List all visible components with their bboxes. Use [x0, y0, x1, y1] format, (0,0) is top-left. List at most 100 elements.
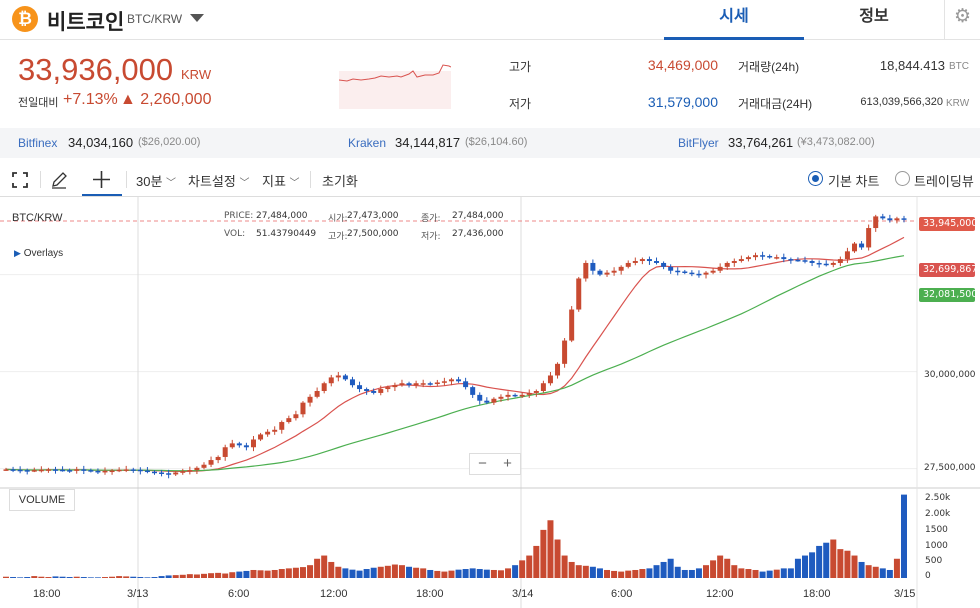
volume-bar [292, 567, 299, 578]
volume-bar [59, 576, 66, 578]
volume-bar [144, 577, 151, 578]
basic-chart-label[interactable]: 기본 차트 [828, 174, 880, 189]
volume-bar [604, 569, 611, 578]
exchange-name[interactable]: Bitfinex [18, 136, 58, 150]
candle-body [604, 272, 610, 275]
tab-info[interactable]: 정보 [859, 8, 889, 25]
candle-body [180, 471, 186, 473]
coin-name[interactable]: 비트코인 [47, 11, 125, 34]
volume-bar [80, 577, 87, 578]
candle-body [123, 469, 129, 471]
volume-bar [398, 565, 405, 578]
volume-bar [596, 568, 603, 578]
triangle-right-icon: ▶ [14, 248, 21, 258]
ma-green-tag: 32,081,500 [919, 288, 977, 302]
volume-button[interactable]: VOLUME [9, 489, 75, 511]
candle-body [151, 471, 157, 474]
volume-bar [222, 573, 229, 578]
volume-bar [307, 565, 314, 578]
candle-body [788, 259, 794, 261]
volume-bar [872, 566, 879, 578]
volume-bar [745, 569, 752, 578]
candle-body [540, 383, 546, 391]
volume-bar [886, 569, 893, 578]
candle-body [392, 385, 398, 388]
trade-value-unit: KRW [946, 98, 970, 109]
basic-chart-radio[interactable] [808, 171, 823, 186]
candle-body [258, 434, 264, 440]
volume-bar [208, 573, 215, 578]
candle-body [88, 470, 94, 472]
volume-bar [441, 571, 448, 578]
candle-body [717, 266, 723, 271]
crosshair-tool[interactable] [82, 162, 122, 196]
chevron-down-icon[interactable] [190, 14, 204, 22]
candle-body [738, 259, 744, 262]
volume-bar [17, 577, 24, 578]
volume-bar [639, 569, 646, 578]
gear-icon[interactable]: ⚙ [944, 0, 980, 40]
candle-body [137, 469, 143, 472]
candle-body [222, 447, 228, 457]
chart-settings-menu[interactable]: 차트설정 ﹀ [188, 174, 250, 189]
volume-bar [130, 576, 137, 578]
candle-body [38, 469, 44, 472]
x-axis-label: 12:00 [706, 588, 734, 600]
volume-bar [582, 565, 589, 578]
volume-bar [328, 561, 335, 578]
volume-bar [448, 570, 455, 578]
zoom-control: − + [469, 453, 521, 475]
volume-bar [356, 570, 363, 578]
candle-body [590, 262, 596, 271]
volume-bar [101, 577, 108, 578]
indicators-menu[interactable]: 지표 ﹀ [262, 174, 300, 189]
candle-body [661, 262, 667, 267]
zoom-out-button[interactable]: − [478, 455, 487, 472]
volume-bar [901, 494, 907, 578]
legend-close: 27,484,000 [452, 211, 504, 221]
legend-low: 27,436,000 [452, 229, 504, 239]
exchange-name[interactable]: BitFlyer [678, 136, 719, 150]
volume-bar [816, 545, 823, 578]
tradingview-radio[interactable] [895, 171, 910, 186]
candle-body [385, 387, 391, 390]
candle-body [173, 472, 179, 475]
volume-bar [38, 576, 45, 578]
volume-bar [200, 573, 207, 578]
coin-pair: BTC/KRW [127, 12, 183, 26]
interval-select[interactable]: 30분 ﹀ [136, 174, 177, 189]
volume-bar [335, 566, 342, 578]
volume-bar [455, 569, 462, 578]
volume-bar [363, 569, 370, 578]
candle-body [894, 218, 900, 221]
volume-bar [568, 561, 575, 578]
volume-bar [766, 570, 773, 578]
exchange-name[interactable]: Kraken [348, 136, 387, 150]
overlays-toggle[interactable]: ▶ Overlays [14, 248, 64, 259]
candle-body [710, 270, 716, 273]
volume-bar [420, 568, 427, 578]
tab-quote[interactable]: 시세 [664, 0, 804, 40]
volume-bar [151, 577, 158, 578]
candle-body [675, 270, 681, 273]
fullscreen-icon[interactable] [12, 172, 28, 188]
volume-bar [787, 568, 794, 578]
current-price: 33,936,000 [18, 52, 174, 87]
volume-bar [215, 572, 222, 578]
volume-bar [554, 539, 561, 578]
price-chart[interactable] [0, 197, 980, 608]
candle-body [279, 422, 285, 430]
volume-bar [469, 568, 476, 578]
candle-body [505, 394, 511, 397]
candle-body [512, 394, 518, 397]
tradingview-label[interactable]: 트레이딩뷰 [914, 174, 974, 189]
candle-body [639, 259, 645, 262]
candle-body [60, 469, 66, 472]
zoom-in-button[interactable]: + [503, 455, 512, 472]
candle-body [448, 379, 454, 382]
candle-body [753, 255, 759, 258]
candle-body [625, 262, 631, 267]
reset-button[interactable]: 초기화 [322, 174, 358, 189]
volume-bar [349, 569, 356, 578]
pencil-icon[interactable] [50, 171, 68, 189]
